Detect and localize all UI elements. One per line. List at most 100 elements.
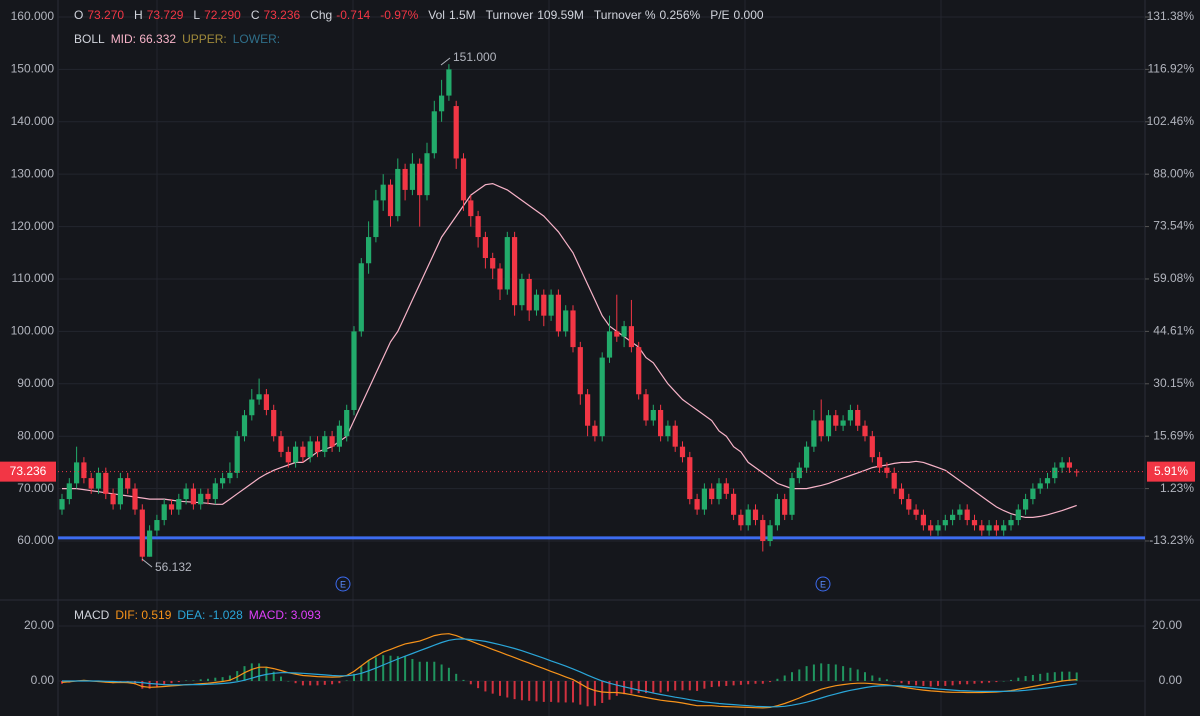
candle-body bbox=[446, 69, 452, 96]
histogram-bar bbox=[885, 679, 888, 681]
candle-body bbox=[351, 331, 357, 410]
histogram-bar bbox=[207, 678, 209, 681]
candle-body bbox=[74, 462, 80, 484]
histogram-bar bbox=[301, 680, 304, 686]
candle-body bbox=[738, 514, 744, 526]
histogram-bar bbox=[528, 680, 531, 701]
candle-body bbox=[971, 520, 978, 526]
candle-body bbox=[460, 158, 467, 201]
candle-body bbox=[687, 457, 693, 500]
candle-body bbox=[168, 504, 175, 510]
y2-tick-label: 44.61% bbox=[1153, 324, 1194, 338]
y-tick-label: 90.000 bbox=[17, 376, 54, 390]
histogram-bar bbox=[732, 680, 735, 686]
lower-label: LOWER: bbox=[232, 32, 281, 46]
histogram-bar bbox=[214, 677, 217, 681]
candle-body bbox=[439, 95, 445, 112]
candle-body bbox=[1066, 462, 1072, 468]
histogram-bar bbox=[1002, 680, 1005, 682]
y-tick-label: 120.000 bbox=[11, 219, 55, 233]
histogram-bar bbox=[907, 680, 910, 685]
histogram-bar bbox=[922, 680, 925, 686]
candle-body bbox=[767, 525, 773, 541]
histogram-bar bbox=[345, 680, 348, 681]
histogram-bar bbox=[258, 663, 261, 681]
histogram-bar bbox=[389, 655, 392, 681]
candle-body bbox=[322, 436, 328, 452]
histogram-bar bbox=[513, 680, 516, 700]
candle-body bbox=[263, 394, 269, 410]
histogram-bar bbox=[593, 680, 596, 706]
histogram-bar bbox=[404, 656, 407, 681]
histogram-bar bbox=[703, 680, 706, 689]
candle-body bbox=[424, 153, 430, 196]
quote-label: P/E bbox=[710, 8, 730, 22]
candle-body bbox=[606, 331, 613, 358]
histogram-bar bbox=[980, 680, 983, 684]
histogram-bar bbox=[856, 669, 859, 681]
candle-body bbox=[183, 488, 189, 500]
histogram-bar bbox=[221, 677, 224, 681]
histogram-bar bbox=[834, 664, 837, 681]
quote-bar: O 73.270 H 73.729 L 72.290 C 73.236 Chg -0.714 -0.… bbox=[74, 8, 774, 22]
candle-body bbox=[935, 525, 941, 531]
histogram-bar bbox=[353, 673, 355, 681]
histogram-bar bbox=[199, 679, 202, 681]
mid-line bbox=[62, 182, 1077, 518]
indicator-name: MACD bbox=[74, 608, 110, 622]
histogram-bar bbox=[1039, 673, 1042, 681]
candle-body bbox=[431, 111, 437, 154]
candle-body bbox=[482, 237, 488, 259]
candle-body bbox=[563, 310, 569, 332]
y-tick-label: 100.000 bbox=[11, 324, 55, 338]
histogram-bar bbox=[666, 680, 669, 692]
dea-label: DEA: -1.028 bbox=[177, 608, 243, 622]
candle-body bbox=[497, 268, 503, 290]
histogram-bar bbox=[630, 680, 633, 694]
histogram-bar bbox=[637, 680, 640, 694]
candle-body bbox=[993, 525, 999, 531]
candle-body bbox=[161, 504, 167, 521]
candle-body bbox=[409, 163, 415, 190]
candle-body bbox=[679, 446, 686, 458]
candle-body bbox=[1044, 478, 1051, 484]
histogram-bar bbox=[236, 671, 239, 681]
candle-body bbox=[862, 425, 868, 437]
histogram-bar bbox=[623, 680, 626, 695]
mid-label: MID: 66.332 bbox=[110, 32, 177, 46]
histogram-bar bbox=[141, 680, 144, 689]
histogram-bar bbox=[280, 676, 282, 681]
quote-value: 73.236 bbox=[263, 8, 301, 22]
candle-body bbox=[884, 467, 890, 473]
quote-value: 0.256% bbox=[659, 8, 701, 22]
histogram-bar bbox=[163, 680, 166, 685]
candle-body bbox=[636, 347, 642, 395]
histogram-bar bbox=[418, 661, 421, 681]
histogram-bar bbox=[615, 680, 618, 696]
event-label[interactable]: E bbox=[820, 579, 826, 589]
macd-legend: MACD DIF: 0.519 DEA: -1.028 MACD: 3.093 bbox=[74, 608, 327, 622]
candle-body bbox=[1074, 471, 1080, 473]
last-price-label: 73.236 bbox=[10, 464, 47, 478]
histogram-bar bbox=[681, 680, 684, 691]
candle-body bbox=[358, 263, 364, 332]
candle-body bbox=[307, 441, 313, 458]
candle-body bbox=[986, 525, 992, 531]
event-label[interactable]: E bbox=[340, 579, 346, 589]
quote-label: Vol bbox=[428, 8, 445, 22]
histogram-bar bbox=[228, 675, 231, 681]
event-marker[interactable] bbox=[815, 576, 831, 592]
candle-body bbox=[366, 237, 372, 264]
histogram-bar bbox=[761, 680, 764, 684]
candle-body bbox=[950, 514, 956, 521]
histogram-bar bbox=[688, 680, 691, 691]
histogram-bar bbox=[893, 680, 896, 682]
y-tick-label: 110.000 bbox=[12, 271, 55, 285]
event-marker[interactable] bbox=[335, 576, 351, 592]
candle-body bbox=[256, 394, 262, 400]
histogram-bar bbox=[718, 680, 720, 687]
candle-body bbox=[139, 509, 145, 557]
candle-body bbox=[468, 200, 474, 217]
